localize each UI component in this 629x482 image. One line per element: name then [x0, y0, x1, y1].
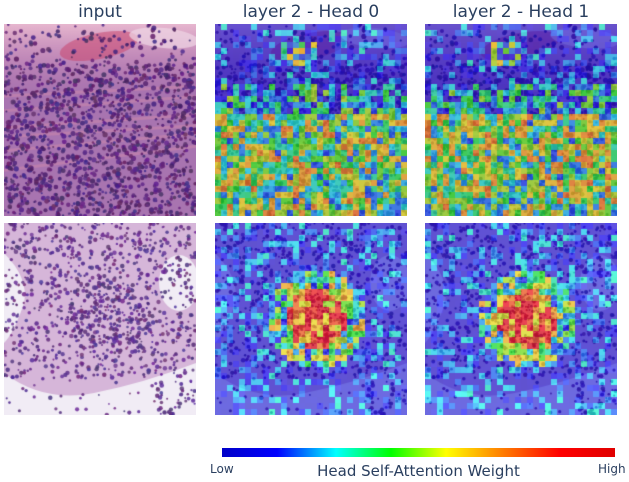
attention-map-head-0-row-1 [215, 24, 407, 216]
column-title-head-0: layer 2 - Head 0 [242, 2, 380, 22]
attention-map-head-1-row-1 [425, 24, 617, 216]
attention-map-head-1-row-2 [425, 223, 617, 415]
input-image-row-1 [4, 24, 196, 216]
colorbar-low-label: Low [210, 462, 234, 476]
colorbar-title: Head Self-Attention Weight [317, 462, 520, 480]
colorbar [222, 448, 615, 457]
input-image-row-2 [4, 223, 196, 415]
column-title-head-1: layer 2 - Head 1 [452, 2, 590, 22]
colorbar-high-label: High [598, 462, 626, 476]
attention-map-head-0-row-2 [215, 223, 407, 415]
column-title-input: input [78, 2, 122, 22]
